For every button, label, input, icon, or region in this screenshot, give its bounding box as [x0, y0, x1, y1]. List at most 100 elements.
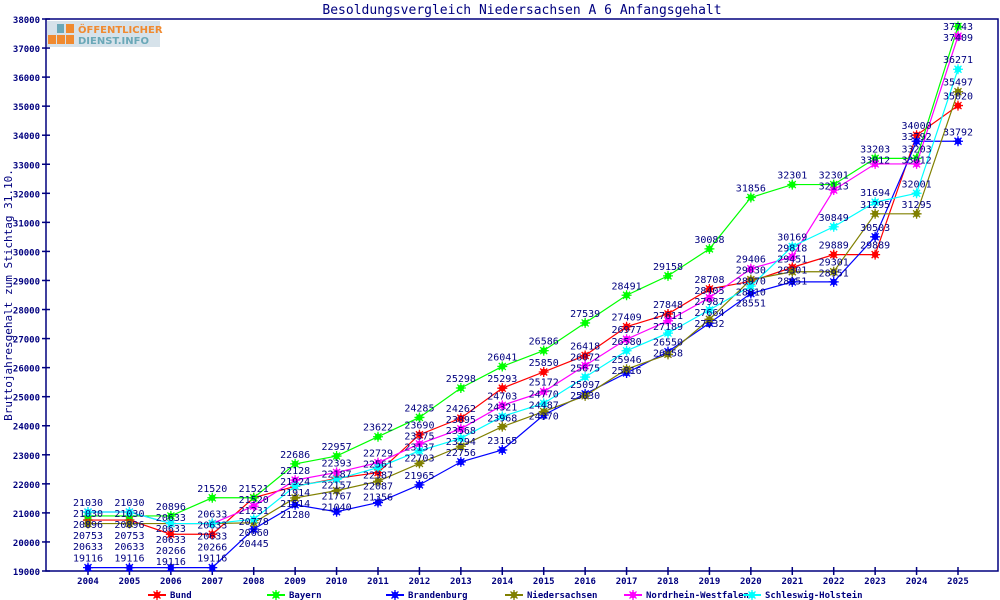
data-point [787, 251, 798, 262]
data-label: 33012 [902, 155, 932, 166]
data-point [580, 360, 591, 371]
data-label: 26041 [487, 352, 517, 363]
legend-item: Niedersachsen [505, 590, 597, 600]
data-label: 28405 [694, 286, 724, 297]
y-tick-label: 28000 [13, 307, 40, 317]
y-tick-label: 22000 [13, 481, 40, 491]
data-label: 27409 [612, 313, 642, 324]
marker-star [828, 179, 839, 190]
marker-star [621, 334, 632, 345]
data-label: 20753 [73, 531, 103, 542]
data-label: 20896 [114, 520, 144, 531]
data-point [911, 136, 922, 147]
data-label: 21924 [280, 477, 310, 488]
x-tick-label: 2010 [326, 577, 348, 587]
marker-star [207, 518, 218, 529]
data-label: 21280 [280, 510, 310, 521]
data-label: 21030 [114, 509, 144, 520]
data-point [787, 241, 798, 252]
marker-star [331, 485, 342, 496]
marker-star [124, 518, 135, 529]
data-label: 20778 [239, 517, 269, 528]
data-point [331, 474, 342, 485]
marker-star [704, 304, 715, 315]
data-label: 28810 [736, 288, 766, 299]
data-label: 26458 [653, 349, 683, 360]
data-label: 28951 [777, 277, 807, 288]
x-tick-label: 2004 [77, 577, 99, 587]
marker-star [628, 590, 638, 600]
marker-star [455, 423, 466, 434]
data-point [497, 411, 508, 422]
data-point [331, 451, 342, 462]
data-point [124, 562, 135, 573]
data-label: 25097 [570, 380, 600, 391]
marker-star [663, 328, 673, 339]
data-point [290, 481, 301, 492]
marker-star [621, 364, 632, 375]
legend-item: Brandenburg [386, 590, 468, 600]
data-label: 20633 [73, 542, 103, 553]
data-label: 33203 [902, 144, 932, 155]
data-label: 21030 [73, 498, 103, 509]
data-label: 28551 [736, 299, 766, 310]
data-point [953, 100, 963, 111]
data-label: 25675 [570, 363, 600, 374]
x-tick-label: 2024 [906, 577, 928, 587]
data-label: 21520 [197, 484, 227, 495]
marker-star [870, 249, 881, 260]
data-label: 22393 [322, 458, 352, 469]
data-point [124, 518, 135, 529]
y-tick-label: 20000 [13, 539, 40, 549]
data-label: 27539 [570, 309, 600, 320]
data-label: 23895 [446, 415, 476, 426]
marker-star [663, 349, 673, 360]
data-point [580, 350, 591, 361]
marker-star [165, 510, 176, 521]
data-point [455, 413, 466, 424]
marker-star [455, 383, 466, 394]
data-point [373, 476, 383, 487]
marker-star [953, 100, 963, 111]
data-point [828, 276, 839, 287]
marker-star [373, 462, 383, 473]
data-label: 20633 [114, 542, 144, 553]
series-line-bayern [88, 26, 959, 517]
marker-star [509, 590, 519, 600]
marker-star [207, 492, 218, 503]
marker-star [828, 185, 839, 196]
data-label: 29451 [777, 255, 807, 266]
data-label: 20633 [197, 521, 227, 532]
legend-label: Nordrhein-Westfalen [646, 590, 749, 600]
marker-star [83, 518, 93, 529]
marker-star [414, 429, 425, 440]
data-label: 23375 [404, 432, 434, 443]
data-point [580, 317, 591, 328]
legend-marker [628, 590, 638, 600]
marker-star [538, 406, 549, 417]
marker-star [787, 266, 798, 277]
data-point [953, 86, 963, 97]
data-label: 20633 [156, 524, 186, 535]
data-label: 21030 [73, 509, 103, 520]
data-point [290, 492, 301, 503]
marker-star [455, 413, 466, 424]
data-point [538, 345, 549, 356]
y-tick-label: 29000 [13, 277, 40, 287]
data-label: 21514 [280, 499, 310, 510]
data-point [497, 444, 508, 455]
marker-star [497, 421, 508, 432]
data-point [414, 445, 425, 456]
data-point [207, 529, 218, 540]
marker-star [787, 276, 798, 287]
x-tick-label: 2019 [699, 577, 721, 587]
data-label: 23622 [363, 423, 393, 434]
marker-star [704, 292, 715, 303]
data-label: 36271 [943, 55, 973, 66]
legend-label: Bayern [289, 591, 322, 600]
data-point [621, 364, 632, 375]
data-point [207, 492, 218, 503]
data-label: 32001 [902, 179, 932, 190]
marker-star [331, 474, 342, 485]
data-point [538, 406, 549, 417]
